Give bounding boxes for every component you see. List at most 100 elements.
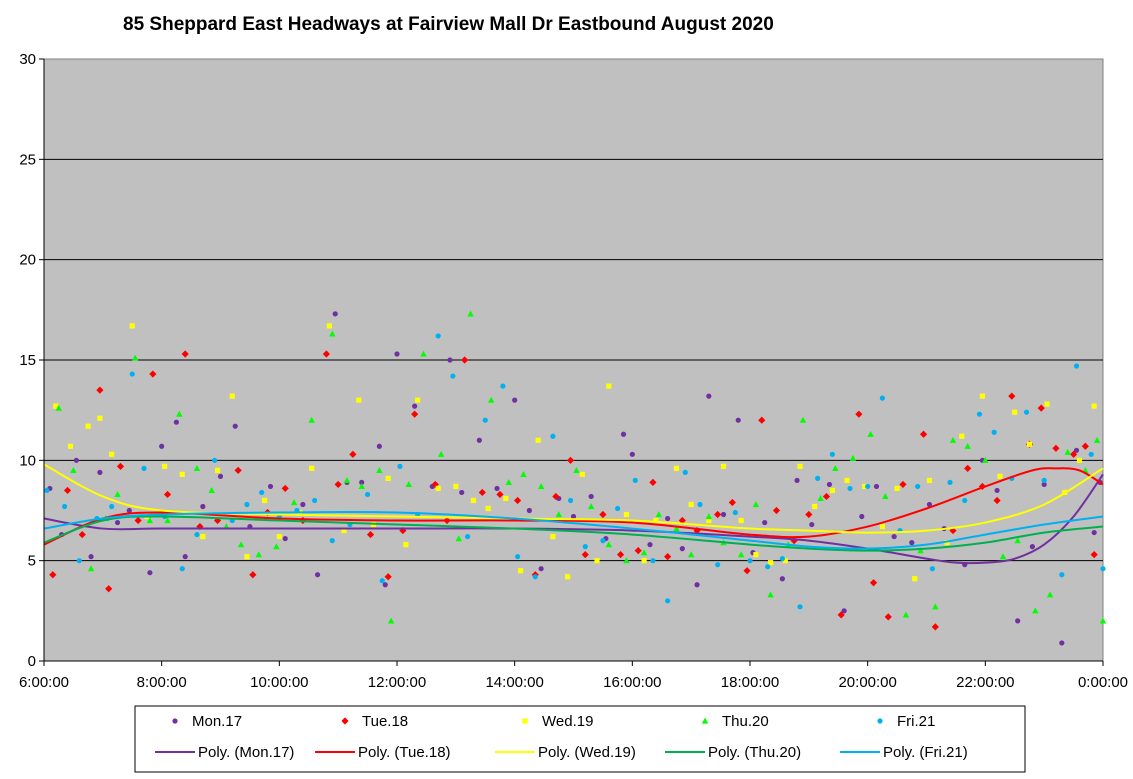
data-point: [405, 481, 412, 488]
data-point: [799, 416, 807, 423]
data-point: [869, 579, 878, 587]
data-point: [384, 573, 392, 581]
data-point: [1059, 572, 1065, 578]
legend-box: [134, 705, 1026, 773]
data-point: [44, 487, 50, 494]
data-point: [849, 454, 857, 461]
data-point: [859, 513, 865, 520]
data-point: [512, 397, 518, 403]
data-point: [526, 507, 532, 514]
data-point: [738, 517, 744, 524]
legend-label: Mon.17: [192, 713, 242, 730]
data-point: [387, 617, 395, 624]
data-point: [465, 533, 471, 540]
data-point: [991, 429, 997, 435]
data-point: [567, 497, 574, 504]
data-point: [53, 403, 59, 409]
data-point: [470, 497, 477, 504]
data-point: [329, 330, 336, 337]
data-point: [366, 530, 375, 539]
data-point: [97, 469, 103, 475]
data-point: [394, 351, 400, 357]
data-point: [229, 393, 235, 399]
legend-label: Poly. (Fri.21): [883, 744, 968, 761]
data-point: [1014, 537, 1021, 544]
data-point: [1069, 450, 1078, 458]
legend-marker: [341, 717, 349, 725]
data-point: [244, 554, 250, 560]
data-point: [515, 554, 521, 560]
data-point: [772, 506, 781, 515]
data-point: [149, 370, 157, 378]
y-tick-label: 15: [19, 352, 36, 369]
legend-label: Poly. (Tue.18): [358, 744, 451, 761]
data-point: [641, 558, 647, 564]
data-point: [929, 566, 935, 572]
data-point: [358, 483, 365, 490]
data-point: [964, 442, 971, 449]
data-point: [503, 495, 509, 502]
data-point: [805, 510, 813, 519]
data-point: [478, 488, 486, 497]
data-point: [453, 483, 459, 490]
data-point: [566, 456, 575, 464]
data-point: [600, 538, 606, 544]
data-point: [797, 604, 803, 610]
data-point: [715, 562, 721, 568]
data-point: [993, 496, 1001, 505]
data-point: [181, 350, 189, 358]
data-point: [49, 571, 57, 579]
data-point: [1081, 442, 1089, 450]
x-tick-label: 20:00:00: [838, 674, 896, 691]
data-point: [176, 410, 183, 417]
data-point: [282, 535, 288, 542]
data-point: [412, 403, 418, 409]
data-point: [594, 558, 600, 564]
data-point: [96, 386, 104, 394]
data-point: [1023, 409, 1030, 415]
data-point: [505, 479, 512, 486]
y-tick-label: 20: [19, 252, 36, 269]
data-point: [182, 554, 188, 560]
data-point: [879, 523, 885, 530]
data-point: [1100, 566, 1106, 572]
data-point: [341, 527, 347, 534]
data-point: [262, 497, 268, 504]
legend-marker: [522, 718, 528, 724]
data-point: [640, 549, 648, 556]
data-point: [623, 511, 630, 518]
data-point: [514, 496, 522, 505]
data-point: [758, 416, 766, 424]
data-point: [435, 485, 441, 492]
trendline-poly-tue-18-: [43, 467, 1104, 546]
data-point: [1026, 441, 1033, 447]
data-point: [688, 501, 694, 508]
data-point: [822, 492, 831, 501]
data-point: [322, 350, 330, 358]
data-point: [632, 477, 638, 483]
data-point: [537, 483, 545, 490]
data-point: [376, 443, 382, 449]
data-point: [200, 503, 206, 510]
data-point: [762, 519, 768, 526]
data-point: [467, 310, 474, 317]
data-point: [1059, 640, 1065, 646]
legend-label: Wed.19: [542, 713, 593, 730]
data-point: [899, 480, 907, 489]
data-point: [647, 542, 653, 548]
data-point: [765, 564, 771, 570]
data-point: [947, 479, 953, 486]
data-point: [212, 457, 218, 463]
trendline-poly-wed-19-: [43, 463, 1104, 534]
data-point: [214, 467, 221, 473]
data-point: [1041, 481, 1047, 488]
data-point: [411, 410, 419, 418]
x-tick-label: 8:00:00: [137, 674, 187, 691]
data-point: [364, 491, 371, 498]
x-tick-label: 12:00:00: [368, 674, 426, 691]
data-point: [623, 557, 630, 564]
data-point: [1032, 607, 1039, 614]
data-point: [720, 463, 727, 469]
trendline-poly-mon-17-: [43, 473, 1104, 565]
data-point: [97, 415, 103, 421]
